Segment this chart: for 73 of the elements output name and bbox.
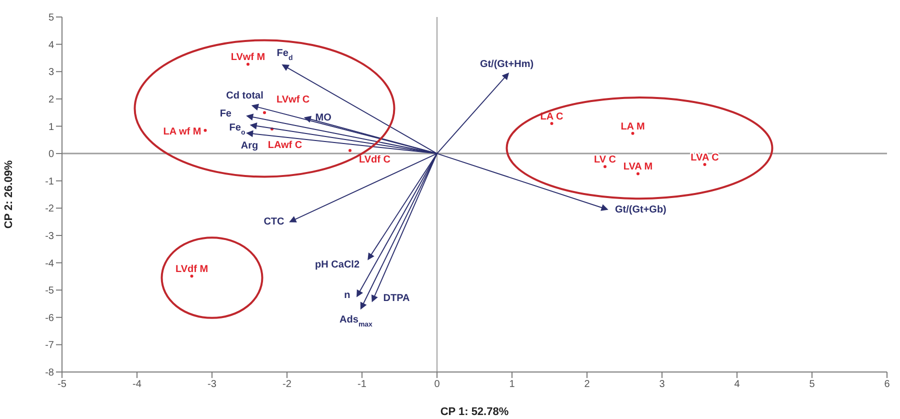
y-tick-label: 5 [48, 12, 54, 24]
point [360, 302, 367, 310]
data-label: LVdf M [175, 264, 208, 276]
y-tick-label: -3 [45, 231, 54, 242]
x-tick-label: 1 [509, 379, 516, 390]
y-tick-label: 3 [48, 67, 54, 78]
x-tick-label: -3 [208, 379, 217, 390]
point [631, 132, 634, 135]
x-tick-label: 4 [734, 379, 740, 390]
y-tick-label: -2 [45, 204, 54, 215]
y-tick-label: 4 [48, 40, 54, 51]
x-tick-label: -5 [58, 379, 67, 390]
x-tick-label: -2 [282, 379, 292, 390]
point [371, 294, 378, 302]
data-label: LVA C [690, 152, 719, 164]
data-label: n [344, 290, 350, 302]
point [703, 162, 706, 166]
data-label: Fe [220, 108, 232, 120]
y-tick-label: 2 [48, 94, 54, 106]
data-label: Arg [240, 140, 258, 152]
point [204, 128, 207, 132]
y-tick-label: 1 [48, 122, 54, 133]
y-tick-label: 0 [48, 149, 54, 160]
data-label: Ads$_{max}$ [340, 314, 373, 328]
data-label: LA M [620, 121, 645, 132]
point [636, 172, 640, 176]
y-tick-label: -7 [45, 340, 54, 352]
data-label: CTC [264, 216, 284, 228]
y-tick-label: -5 [45, 286, 54, 297]
y-tick-label: -4 [45, 258, 54, 270]
point [282, 64, 290, 71]
x-tick-label: 0 [434, 379, 440, 390]
x-tick-label: -4 [132, 379, 142, 390]
point [368, 252, 374, 260]
data-label: Fe$_{o}$ [229, 122, 246, 136]
point [190, 274, 194, 278]
data-label: pH CaCl2 [315, 259, 360, 270]
y-tick-label: -1 [45, 176, 54, 188]
data-label: Fe$_{d}$ [276, 48, 293, 62]
x-tick-label: -1 [358, 379, 367, 390]
x-tick-label: 5 [809, 379, 816, 390]
data-label: LVwf M [230, 52, 266, 64]
data-label: LVwf C [276, 94, 310, 106]
point [604, 165, 606, 168]
point [600, 204, 608, 211]
y-axis-title: CP 2: 26.09% [2, 160, 15, 229]
data-label: LVA M [623, 162, 653, 173]
point [246, 130, 254, 138]
point [348, 149, 352, 152]
data-label: LA wf M [163, 126, 202, 138]
x-tick-label: 3 [659, 379, 666, 390]
data-label: MO [315, 112, 332, 124]
x-tick-label: 2 [584, 379, 590, 390]
x-tick-label: 6 [884, 379, 890, 390]
point [251, 104, 260, 111]
data-label: LV C [594, 154, 616, 166]
data-label: Gt/(Gt+Gb) [615, 204, 666, 216]
point [250, 122, 258, 130]
point [246, 114, 254, 121]
point [550, 122, 554, 125]
data-label: Cd total [226, 90, 264, 102]
point [502, 72, 510, 80]
x-axis-title: CP 1: 52.78% [440, 406, 509, 418]
point [356, 289, 364, 298]
data-label: DTPA [383, 293, 410, 304]
data-label: LVdf C [359, 154, 390, 166]
point [289, 216, 297, 222]
point [246, 62, 250, 66]
point [263, 111, 266, 114]
y-tick-label: -6 [45, 312, 54, 324]
y-tick-label: -8 [45, 368, 54, 379]
data-label: LAwf C [268, 140, 302, 151]
data-label: Gt/(Gt+Hm) [480, 59, 534, 70]
